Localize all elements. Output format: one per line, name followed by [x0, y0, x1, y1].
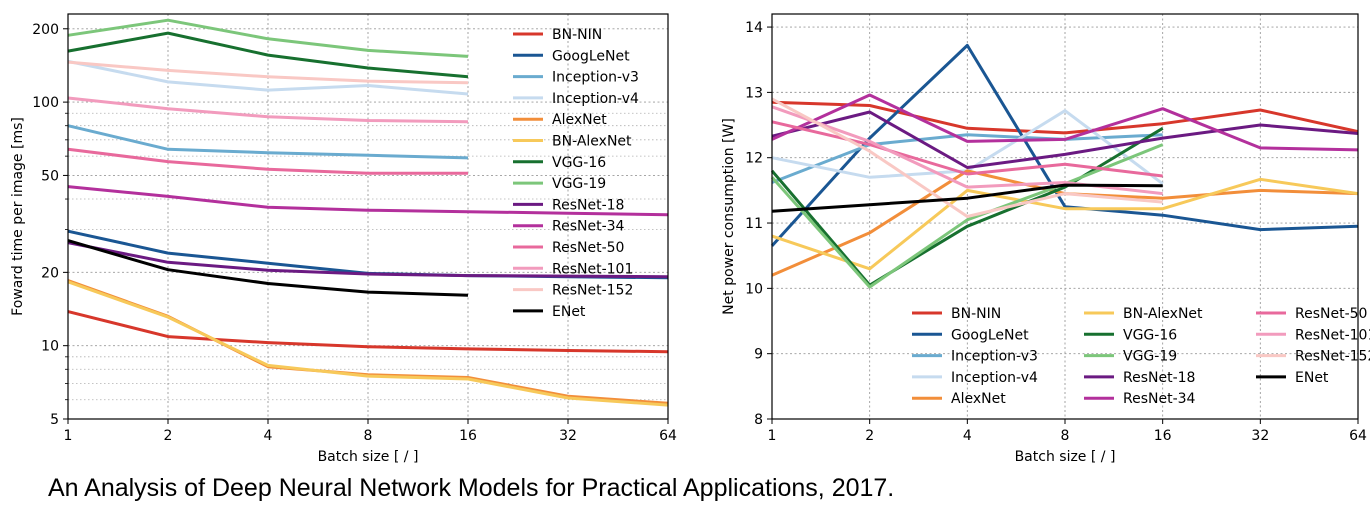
- legend-label-resnet-34: ResNet-34: [552, 219, 625, 235]
- legend-label-enet: ENet: [552, 304, 586, 320]
- series-line-resnet-18: [771, 110, 1359, 169]
- x-tick-label: 4: [264, 428, 273, 444]
- y-tick-label: 5: [50, 412, 59, 428]
- series-line-inception-v3: [771, 133, 1163, 184]
- x-axis-label: Batch size [ / ]: [318, 449, 419, 465]
- legend-label-inception-v3: Inception-v3: [552, 70, 639, 86]
- x-axis-label: Batch size [ / ]: [1015, 449, 1116, 465]
- series-line-resnet-101: [67, 96, 469, 124]
- series-line-resnet-50: [67, 147, 468, 175]
- plot-frame: [67, 13, 669, 420]
- series-line-resnet-152: [67, 60, 469, 85]
- legend-label-resnet-50: ResNet-50: [552, 240, 624, 256]
- series-line-resnet-18: [67, 241, 669, 279]
- x-tick-label: 16: [459, 428, 477, 444]
- y-tick-label: 8: [754, 412, 763, 428]
- legend-label-vgg-16: VGG-16: [1123, 327, 1177, 343]
- x-tick-label: 2: [164, 428, 173, 444]
- legend-label-resnet-18: ResNet-18: [1123, 370, 1195, 386]
- legend-label-bn-alexnet: BN-AlexNet: [1123, 306, 1203, 322]
- legend-label-vgg-19: VGG-19: [552, 176, 606, 192]
- forward-time-chart: 5 10 20 50 100 200 1 2 4 8 16 32 64 Batch size [ / ] F…: [10, 13, 677, 465]
- legend-label-vgg-19: VGG-19: [1123, 349, 1177, 365]
- series-line-bn-alexnet: [771, 177, 1359, 271]
- series-line-vgg-19: [770, 143, 1164, 289]
- x-tick-label: 1: [64, 428, 73, 444]
- x-tick-label: 8: [1061, 428, 1070, 444]
- x-tick-label: 64: [1349, 428, 1367, 444]
- legend-label-resnet-101: ResNet-101: [1295, 327, 1370, 343]
- series-line-resnet-34: [67, 185, 669, 217]
- y-tick-label: 14: [745, 20, 763, 36]
- x-tick-label: 32: [559, 428, 577, 444]
- x-tick-label: 2: [865, 428, 874, 444]
- series-line-inception-v4: [67, 59, 469, 96]
- x-tick-label: 64: [659, 428, 677, 444]
- legend-label-resnet-18: ResNet-18: [552, 197, 624, 213]
- y-tick-label: 13: [745, 85, 763, 101]
- series-line-bn-alexnet: [67, 280, 669, 407]
- legend-label-resnet-101: ResNet-101: [552, 261, 633, 277]
- legend-label-googlenet: GoogLeNet: [552, 48, 630, 64]
- series-line-inception-v3: [67, 124, 469, 160]
- legend-label-alexnet: AlexNet: [951, 391, 1006, 407]
- y-axis-label: Net power consumption [W]: [721, 118, 737, 315]
- y-tick-label: 11: [745, 216, 763, 232]
- y-axis-label: Foward time per image [ms]: [10, 117, 26, 316]
- legend-label-bn-alexnet: BN-AlexNet: [552, 134, 632, 150]
- series-line-enet: [67, 239, 469, 297]
- legend-label-inception-v3: Inception-v3: [951, 349, 1038, 365]
- x-tick-label: 32: [1251, 428, 1269, 444]
- legend-label-inception-v4: Inception-v4: [951, 370, 1038, 386]
- series-line-enet: [771, 183, 1163, 213]
- legend-label-resnet-152: ResNet-152: [1295, 349, 1370, 365]
- legend-label-alexnet: AlexNet: [552, 112, 607, 128]
- legend-label-bn-nin: BN-NIN: [951, 306, 1001, 322]
- legend-label-vgg-16: VGG-16: [552, 155, 606, 171]
- legend-label-enet: ENet: [1295, 370, 1329, 386]
- series-line-bn-nin: [771, 100, 1359, 135]
- legend-label-googlenet: GoogLeNet: [951, 327, 1029, 343]
- series-line-vgg-16: [67, 31, 469, 79]
- plot-frame: [771, 13, 1359, 420]
- series-line-vgg-19: [67, 18, 469, 58]
- x-tick-label: 4: [963, 428, 972, 444]
- figure-caption: An Analysis of Deep Neural Network Model…: [48, 474, 895, 502]
- y-tick-label: 12: [745, 151, 763, 167]
- series-line-bn-nin: [67, 310, 669, 354]
- y-tick-label: 50: [41, 168, 59, 184]
- legend-label-resnet-152: ResNet-152: [552, 283, 633, 299]
- legend-label-inception-v4: Inception-v4: [552, 91, 639, 107]
- x-tick-label: 8: [364, 428, 373, 444]
- y-tick-label: 10: [41, 339, 59, 355]
- y-tick-label: 9: [754, 347, 763, 363]
- y-tick-label: 10: [745, 281, 763, 297]
- series-line-googlenet: [770, 43, 1359, 247]
- x-tick-label: 16: [1154, 428, 1172, 444]
- y-tick-label: 20: [41, 265, 59, 281]
- legend-label-resnet-34: ResNet-34: [1123, 391, 1196, 407]
- legend-label-bn-nin: BN-NIN: [552, 27, 602, 43]
- y-tick-label: 200: [32, 22, 59, 38]
- legend-label-resnet-50: ResNet-50: [1295, 306, 1367, 322]
- series-line-resnet-152: [771, 97, 1163, 218]
- y-tick-label: 100: [32, 95, 59, 111]
- series-line-resnet-34: [771, 93, 1359, 152]
- series-line-resnet-50: [771, 120, 1163, 178]
- x-tick-label: 1: [768, 428, 777, 444]
